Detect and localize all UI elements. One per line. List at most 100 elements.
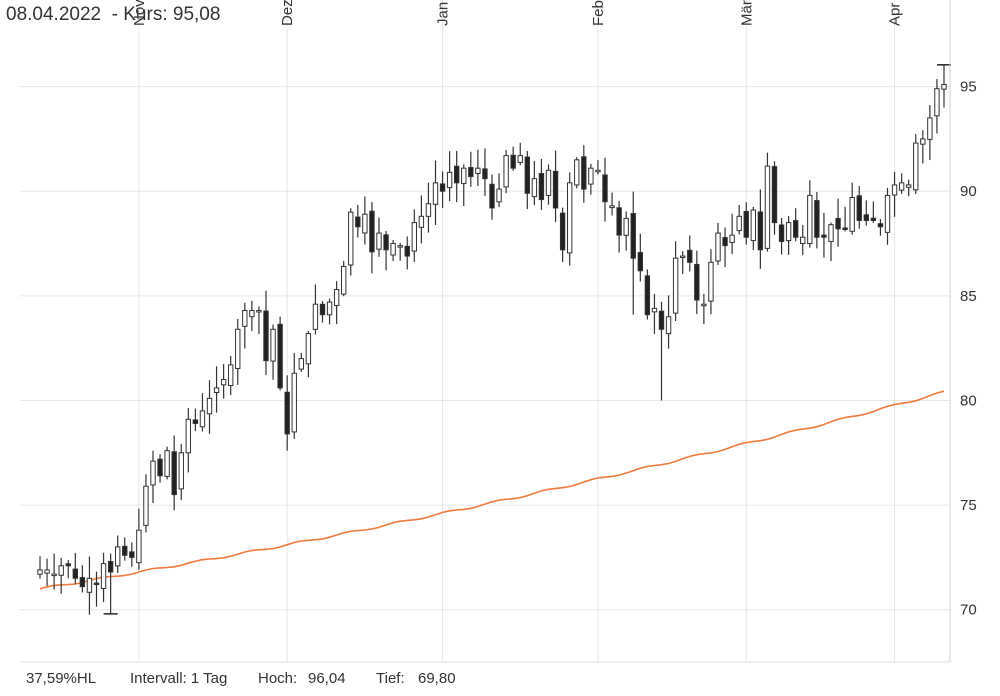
candle-body [44, 569, 50, 574]
candle-body [355, 216, 361, 228]
candle-body [736, 215, 742, 232]
candle-body [807, 194, 813, 244]
candle-body [256, 309, 262, 313]
candle-body [122, 545, 128, 556]
candle-body [531, 178, 538, 198]
candle-body [270, 328, 276, 362]
candle-body [708, 261, 714, 302]
candle-body [934, 88, 940, 117]
candle-body [729, 234, 735, 243]
candle-body [227, 364, 234, 386]
candle-body [362, 213, 368, 234]
candle-body [305, 332, 312, 365]
candle-body [291, 372, 297, 433]
candle-body [623, 217, 629, 236]
candle-body [510, 154, 516, 169]
candle-body [771, 166, 778, 224]
candle-body [72, 568, 79, 579]
candle-body [821, 234, 827, 238]
candle-body [284, 391, 290, 435]
candle-body [178, 452, 184, 490]
candle-body [884, 194, 891, 233]
candle-body [545, 169, 552, 196]
candle-body [58, 565, 64, 576]
candle-body [369, 210, 375, 253]
candle-body [93, 582, 100, 586]
candle-body [397, 245, 403, 248]
candle-body [630, 213, 636, 259]
candle-body [898, 182, 905, 191]
candle-body [750, 209, 757, 241]
candle-body [404, 245, 410, 257]
candle-body [390, 243, 396, 256]
candle-body [171, 451, 177, 496]
candle-body [79, 577, 86, 588]
candle-body [143, 485, 149, 526]
candle-body [891, 184, 898, 196]
y-tick-label: 70 [960, 602, 977, 619]
candle-body [651, 307, 658, 313]
candle-body [489, 183, 495, 209]
chart-header: 08.04.2022 - Kurs: 95,08 [6, 4, 220, 26]
candle-body [348, 211, 354, 266]
y-tick-label: 95 [960, 79, 977, 96]
candle-body [468, 167, 474, 178]
grid-layer [20, 0, 950, 662]
y-tick-label: 80 [960, 392, 977, 409]
moving-average-layer [39, 390, 945, 590]
candle-body [616, 207, 622, 236]
candle-body [326, 301, 333, 316]
candle-body [376, 232, 382, 250]
candle-body [743, 210, 749, 238]
candle-body [905, 184, 912, 188]
candle-body [849, 196, 855, 232]
candle-body [538, 173, 545, 201]
candle-body [877, 223, 884, 228]
candle-body [757, 211, 764, 251]
candle-body [503, 155, 509, 188]
candle-body [475, 167, 481, 174]
candle-body [136, 529, 142, 564]
candle-body [164, 450, 170, 477]
x-tick-label: Jan [435, 2, 452, 26]
x-tick-label: Apr [887, 3, 904, 26]
candle-body [778, 224, 785, 242]
header-price-label: - Kurs: [111, 4, 168, 25]
candle-body [672, 257, 679, 314]
candle-body [764, 165, 771, 249]
header-date: 08.04.2022 [6, 4, 102, 25]
candle-body [644, 275, 651, 316]
x-tick-label: Dez [279, 0, 296, 26]
candle-body [432, 182, 439, 205]
candle-body [687, 249, 693, 263]
interval-label: Intervall: 1 Tag [130, 670, 228, 687]
candle-body [411, 222, 418, 252]
candle-body [37, 569, 43, 575]
candle-body [185, 418, 192, 454]
chart-footer: 37,59%HL Intervall: 1 Tag Hoch: 96,04 Ti… [0, 664, 1000, 696]
candle-body [588, 167, 594, 185]
candle-body [114, 546, 121, 567]
candle-body [235, 328, 241, 369]
perf-label: 37,59%HL [26, 670, 97, 687]
candle-body [333, 289, 340, 306]
candle-body [581, 156, 587, 190]
candle-body [312, 303, 319, 330]
candle-body [86, 577, 93, 593]
candle-body [559, 212, 566, 251]
candle-body [517, 155, 523, 163]
candle-body [51, 573, 57, 577]
candle-body [157, 458, 163, 477]
x-tick-label: Mär [738, 0, 755, 26]
candle-body [842, 227, 848, 230]
candle-body [461, 167, 467, 185]
candle-body [665, 316, 672, 335]
high-value: 96,04 [308, 670, 346, 687]
x-tick-label: Feb [590, 0, 607, 26]
candles-layer [37, 64, 951, 615]
low-value: 69,80 [418, 670, 456, 687]
candle-body [602, 174, 608, 203]
moving-average-line [39, 390, 945, 590]
x-tick-label: Nov [131, 0, 148, 26]
